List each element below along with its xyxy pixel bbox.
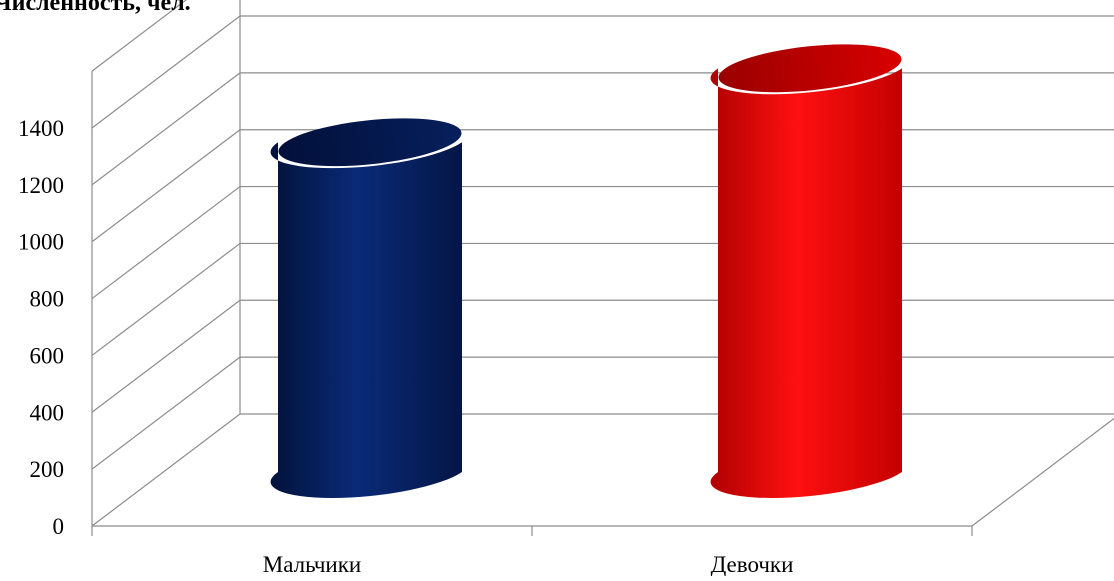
y-tick-label: 1000 bbox=[18, 230, 64, 255]
gridline-depth bbox=[91, 242, 241, 356]
floor-edge bbox=[971, 417, 1114, 527]
bar-Девочки bbox=[710, 44, 902, 498]
gridline-depth bbox=[91, 129, 241, 243]
bar bbox=[710, 68, 902, 498]
gridline-depth bbox=[91, 299, 241, 413]
y-axis-title: Численность, чел. bbox=[0, 0, 191, 16]
x-tick-label: Мальчики bbox=[263, 552, 361, 576]
y-tick-label: 1400 bbox=[18, 116, 64, 141]
y-tick-label: 400 bbox=[30, 400, 65, 425]
x-tick-label: Девочки bbox=[711, 552, 794, 576]
bar-Мальчики bbox=[270, 118, 462, 498]
y-tick-label: 600 bbox=[30, 343, 65, 368]
gridline-depth bbox=[91, 72, 241, 186]
bar-top bbox=[278, 118, 462, 167]
y-tick-label: 0 bbox=[53, 514, 65, 539]
gridline-depth bbox=[91, 413, 241, 527]
gridline-depth bbox=[91, 356, 241, 470]
bar bbox=[270, 142, 462, 498]
y-tick-label: 1200 bbox=[18, 173, 64, 198]
y-tick-label: 200 bbox=[30, 457, 65, 482]
gridline-depth bbox=[91, 0, 188, 72]
gridline-depth bbox=[91, 186, 241, 300]
gridline-depth bbox=[91, 15, 241, 129]
y-tick-label: 800 bbox=[30, 287, 65, 312]
bar-top bbox=[718, 44, 902, 93]
